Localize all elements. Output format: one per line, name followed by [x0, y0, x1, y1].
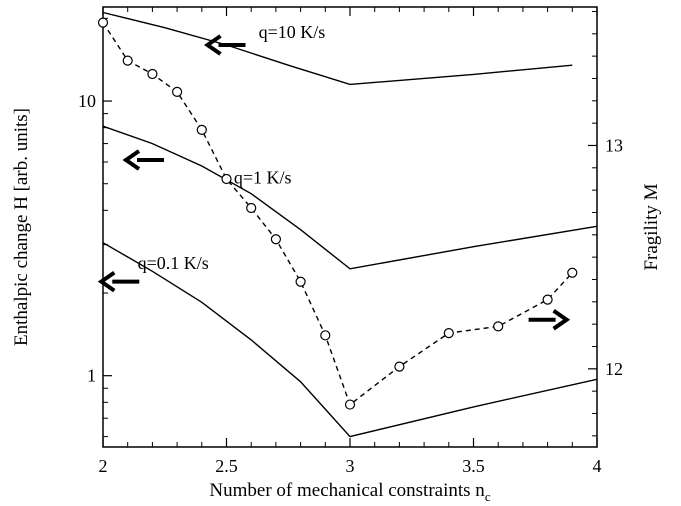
left-arrow: [122, 149, 164, 171]
left-arrow: [97, 271, 140, 293]
data-point: [493, 321, 504, 332]
series-layer: [102, 11, 598, 438]
left-arrow: [203, 34, 246, 56]
series-line: [102, 125, 598, 270]
x-tick-label: 2.5: [215, 456, 238, 476]
y-axis-left-label: Enthalpic change H [arb. units]: [11, 108, 32, 346]
data-point: [320, 330, 331, 341]
data-point: [122, 55, 133, 66]
y-left-tick-label: 10: [78, 91, 96, 111]
data-point: [221, 173, 232, 185]
series-line: [102, 242, 598, 438]
marker-layer: [97, 17, 578, 410]
data-point: [542, 294, 553, 305]
series-annotation: q=10 K/s: [259, 22, 326, 42]
annotation-layer: q=10 K/s q=1 K/s q=0.1 K/s: [97, 22, 571, 331]
data-point: [295, 276, 306, 287]
x-tick-label: 3.5: [462, 456, 485, 476]
y-right-tick-label: 13: [605, 135, 623, 155]
series-line: [102, 11, 573, 86]
x-axis-label: Number of mechanical constraints nc: [209, 480, 490, 504]
axis-ticks: 2 2.5 3 3.5 4 1 10 12 13: [78, 7, 623, 476]
data-point: [97, 17, 109, 28]
data-point: [172, 86, 183, 97]
data-point: [394, 361, 405, 372]
data-point: [196, 124, 207, 135]
y-axis-right-label: Fragility M: [641, 183, 662, 270]
y-left-tick-label: 1: [87, 366, 96, 386]
data-point: [344, 399, 356, 410]
right-arrow: [528, 309, 571, 331]
data-point: [246, 202, 257, 214]
data-point: [147, 68, 158, 80]
x-tick-label: 4: [593, 456, 602, 476]
y-right-tick-label: 12: [605, 359, 623, 379]
data-point: [567, 267, 578, 278]
series-line: [102, 22, 573, 406]
x-tick-label: 3: [346, 456, 355, 476]
data-point: [443, 327, 454, 339]
x-tick-label: 2: [99, 456, 108, 476]
series-annotation: q=0.1 K/s: [138, 253, 209, 273]
plot-frame: [102, 6, 598, 448]
series-annotation: q=1 K/s: [234, 168, 292, 188]
data-point: [270, 234, 281, 245]
